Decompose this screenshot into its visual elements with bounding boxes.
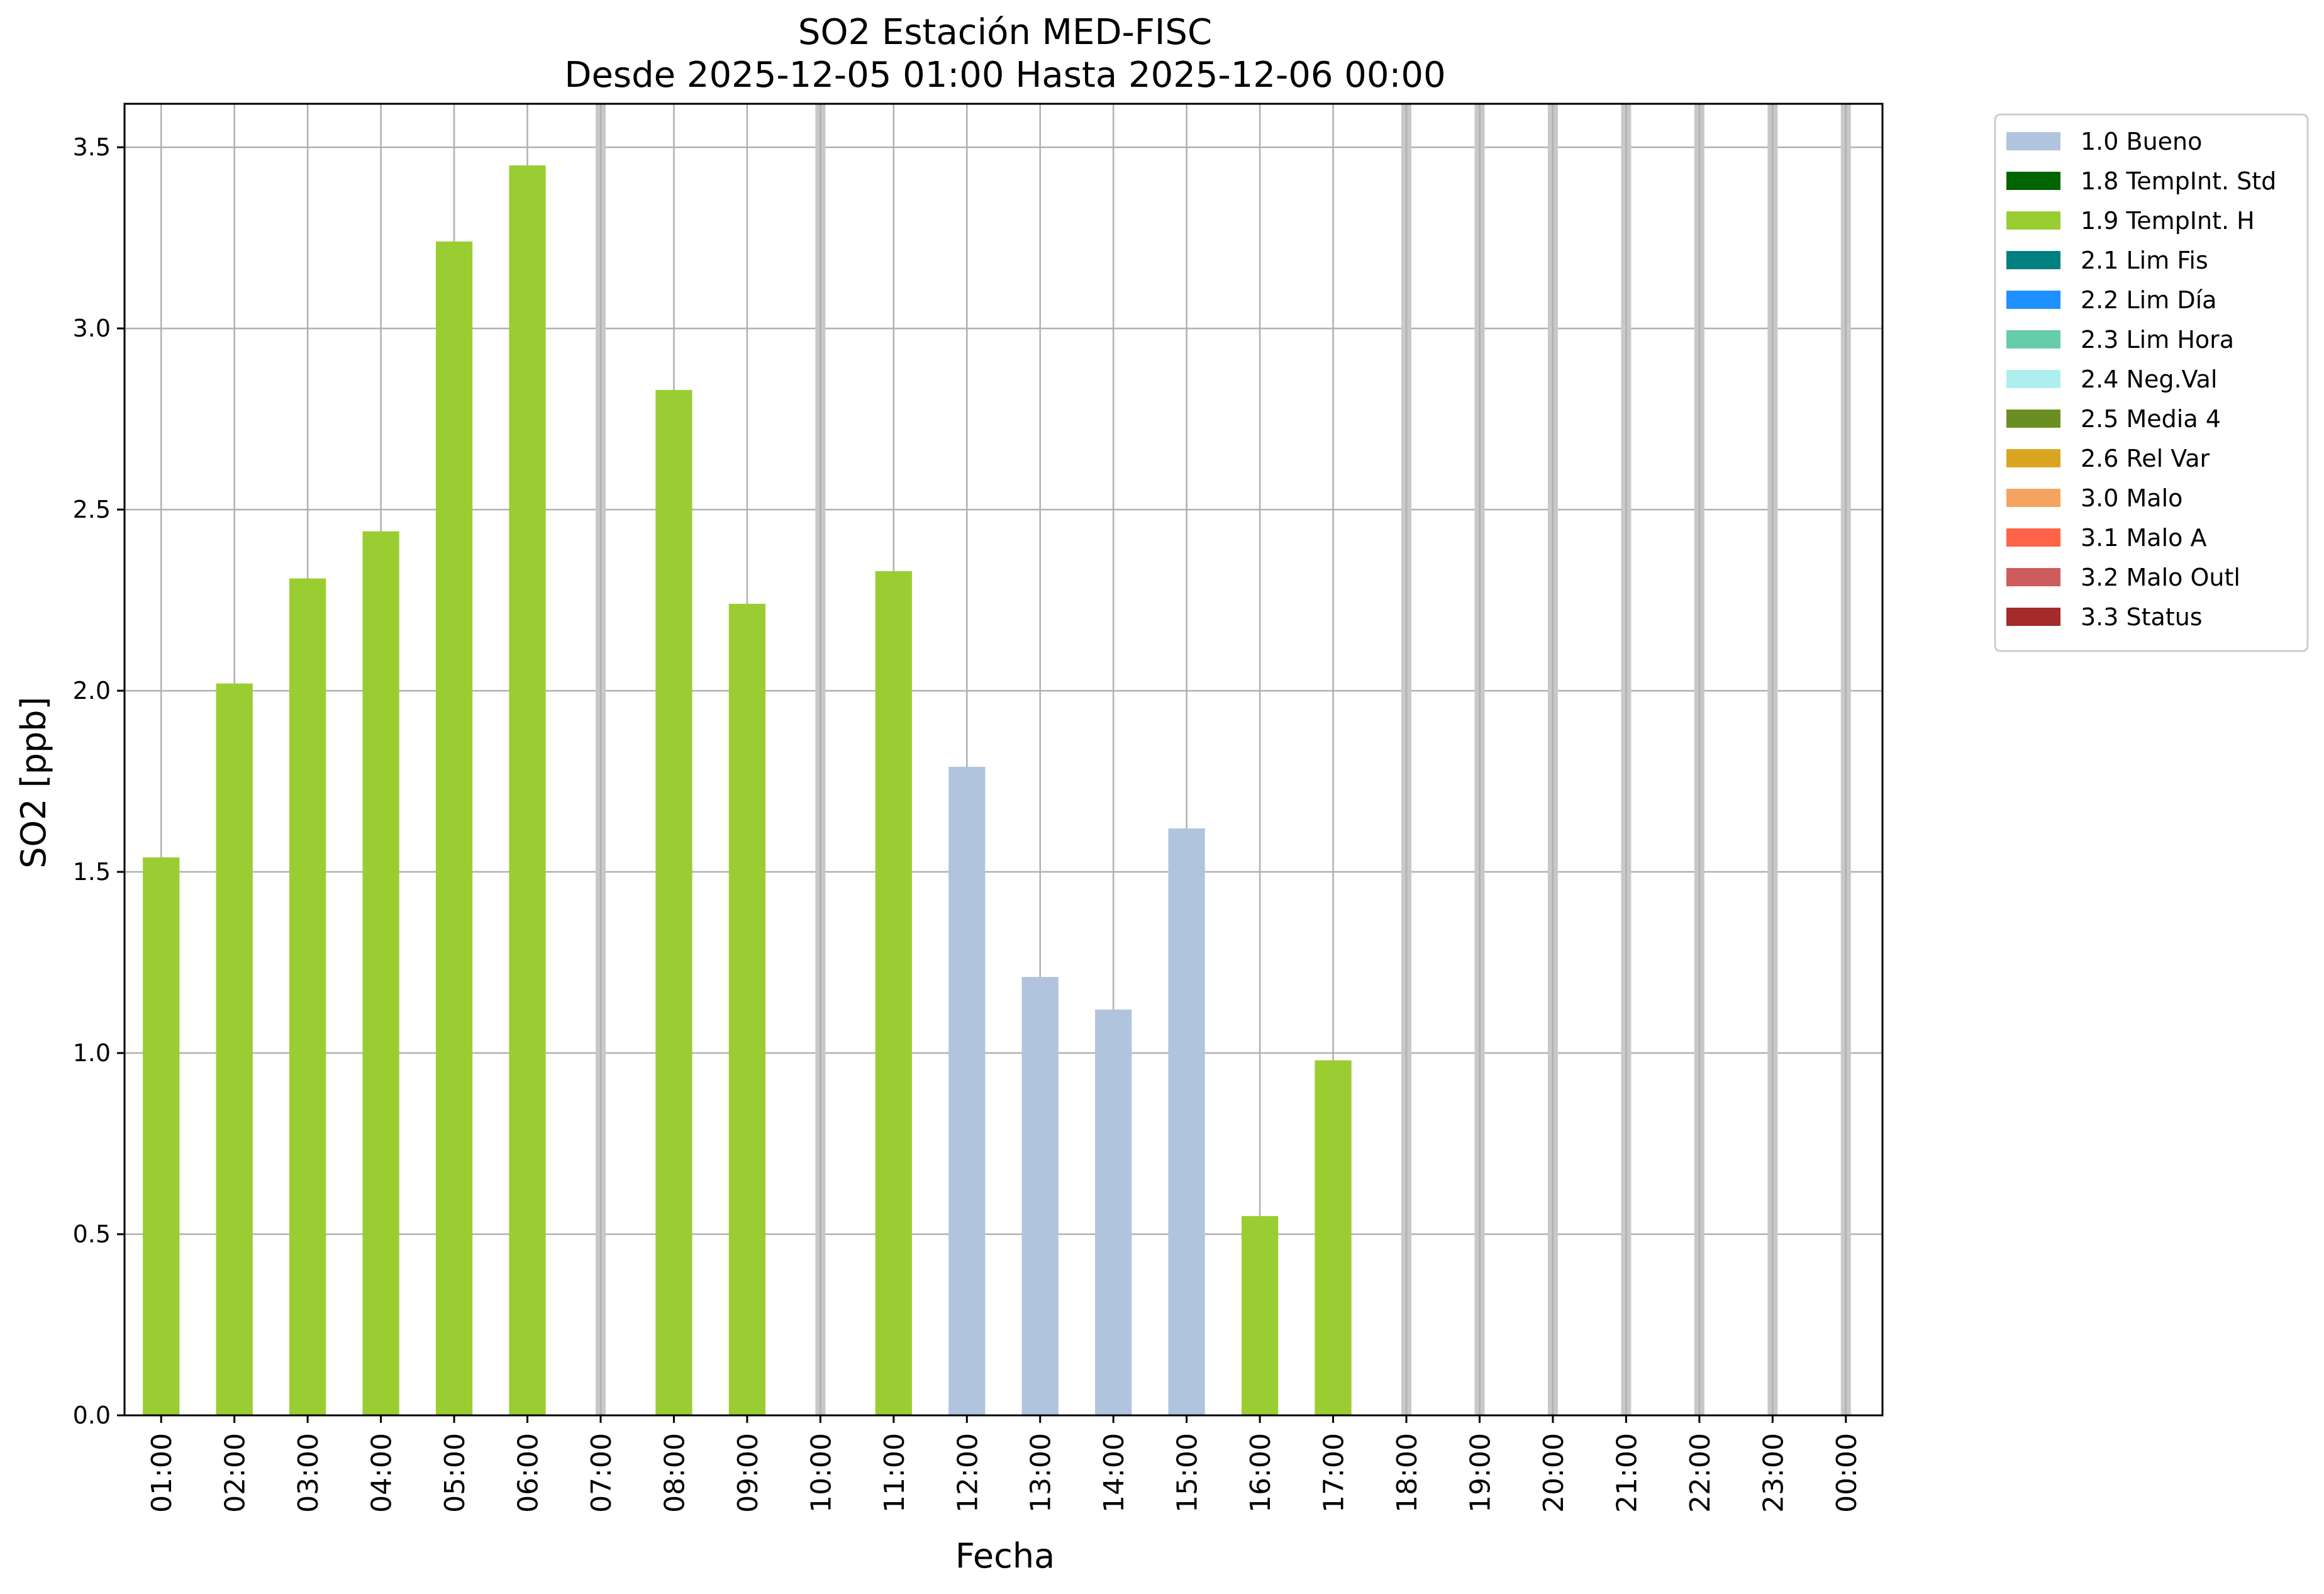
x-tick-label: 20:00 [1538, 1433, 1570, 1513]
legend-label: 1.9 TempInt. H [2081, 207, 2255, 235]
bar [216, 683, 253, 1415]
x-tick-label: 11:00 [879, 1433, 911, 1513]
y-tick-label: 2.0 [73, 677, 111, 705]
bar [1168, 828, 1205, 1415]
x-tick-label: 17:00 [1318, 1433, 1350, 1513]
x-tick-label: 18:00 [1391, 1433, 1423, 1513]
legend-swatch [2006, 449, 2060, 467]
chart-title: SO2 Estación MED-FISC [798, 12, 1212, 53]
legend-label: 3.2 Malo Outl [2081, 564, 2240, 591]
legend-label: 2.2 Lim Día [2081, 286, 2216, 314]
bar [948, 767, 986, 1415]
legend-label: 2.6 Rel Var [2081, 445, 2210, 472]
legend-label: 3.0 Malo [2081, 484, 2182, 512]
legend-swatch [2006, 410, 2060, 428]
legend-swatch [2006, 172, 2060, 190]
x-tick-label: 12:00 [952, 1433, 984, 1513]
x-tick-label: 10:00 [805, 1433, 837, 1513]
legend-swatch [2006, 211, 2060, 230]
legend-swatch [2006, 291, 2060, 309]
bars [143, 104, 1851, 1416]
y-axis-label: SO2 [ppb] [14, 696, 53, 868]
x-tick-label: 00:00 [1831, 1433, 1863, 1513]
plot-frame [123, 103, 1884, 1417]
x-tick-label: 04:00 [366, 1433, 398, 1513]
bar [435, 241, 473, 1415]
bar [1315, 1060, 1352, 1415]
bar [362, 531, 399, 1415]
legend-swatch [2006, 330, 2060, 348]
legend-label: 2.1 Lim Fis [2081, 247, 2208, 274]
legend-swatch [2006, 528, 2060, 547]
bar [143, 857, 180, 1415]
bar [509, 165, 546, 1416]
legend-swatch [2006, 251, 2060, 269]
bar [289, 578, 326, 1415]
x-tick-label: 21:00 [1611, 1433, 1643, 1513]
x-tick-label: 22:00 [1684, 1433, 1716, 1513]
legend-swatch [2006, 568, 2060, 586]
x-tick-label: 23:00 [1757, 1433, 1789, 1513]
y-tick-label: 0.5 [73, 1220, 111, 1248]
x-tick-label: 03:00 [292, 1433, 325, 1513]
legend-swatch [2006, 132, 2060, 150]
legend: 1.0 Bueno 1.8 TempInt. Std 1.9 TempInt. H 2… [1994, 113, 2309, 652]
legend-label: 2.4 Neg.Val [2081, 365, 2217, 393]
x-tick-label: 15:00 [1172, 1433, 1204, 1513]
y-tick-label: 1.0 [73, 1039, 111, 1067]
bar [1095, 1009, 1132, 1415]
x-tick-label: 13:00 [1025, 1433, 1057, 1513]
legend-label: 2.5 Media 4 [2081, 405, 2221, 433]
x-tick-label: 16:00 [1245, 1433, 1277, 1513]
bar [1241, 1216, 1279, 1415]
axis-ticks: 0.0 0.5 1.0 1.5 2.0 2.5 3.0 3.5 01:00 02:00 03:00 0… [73, 133, 1863, 1513]
legend-swatch [2006, 370, 2060, 388]
x-tick-label: 07:00 [586, 1433, 618, 1513]
bar [728, 603, 766, 1415]
legend-label: 2.3 Lim Hora [2081, 326, 2234, 354]
legend-label: 3.1 Malo A [2081, 524, 2206, 552]
legend-swatch [2006, 489, 2060, 507]
x-tick-label: 14:00 [1098, 1433, 1130, 1513]
x-tick-label: 05:00 [439, 1433, 471, 1513]
x-tick-label: 09:00 [732, 1433, 764, 1513]
y-tick-label: 0.0 [73, 1402, 111, 1429]
bar [1021, 977, 1059, 1415]
x-tick-label: 02:00 [220, 1433, 252, 1513]
y-tick-label: 3.5 [73, 133, 111, 161]
legend-label: 1.0 Bueno [2081, 128, 2202, 155]
legend-label: 3.3 Status [2081, 603, 2203, 631]
x-axis-label: Fecha [955, 1536, 1055, 1576]
legend-frame [1994, 113, 2309, 652]
x-tick-label: 01:00 [146, 1433, 178, 1513]
legend-label: 1.8 TempInt. Std [2081, 167, 2276, 195]
y-tick-label: 3.0 [73, 315, 111, 342]
y-tick-label: 1.5 [73, 858, 111, 886]
x-tick-label: 08:00 [659, 1433, 691, 1513]
y-tick-label: 2.5 [73, 496, 111, 523]
bar [655, 390, 692, 1415]
x-tick-label: 06:00 [513, 1433, 545, 1513]
legend-swatch [2006, 608, 2060, 626]
x-tick-label: 19:00 [1464, 1433, 1496, 1513]
chart-subtitle: Desde 2025-12-05 01:00 Hasta 2025-12-06 … [564, 55, 1445, 96]
bar [875, 571, 912, 1415]
